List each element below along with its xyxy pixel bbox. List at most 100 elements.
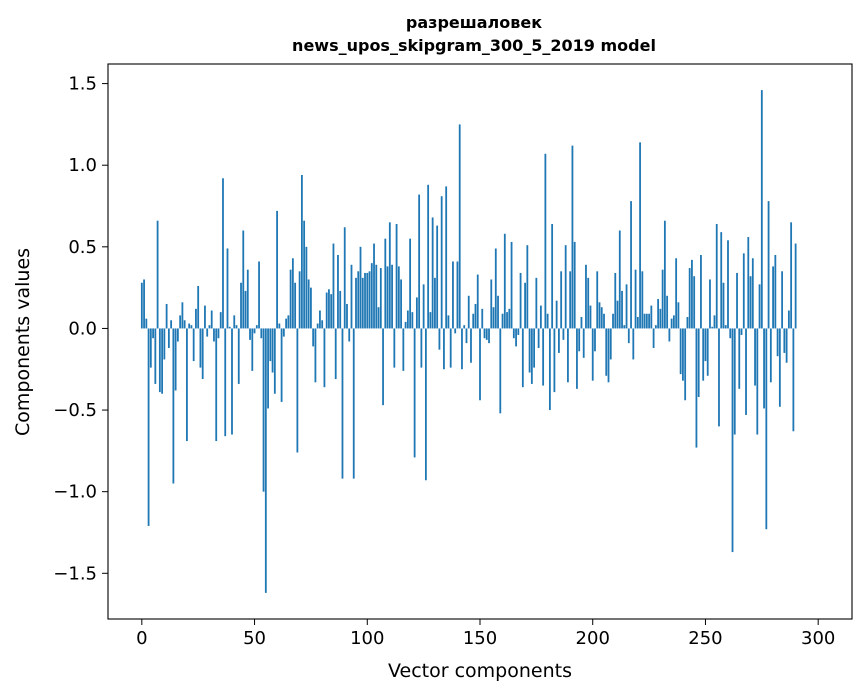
bar-29 (206, 328, 209, 337)
bar-238 (677, 302, 680, 329)
bar-101 (368, 271, 371, 329)
bar-106 (379, 268, 382, 329)
bar-275 (760, 90, 763, 329)
bar-149 (476, 274, 479, 329)
bar-284 (781, 271, 784, 329)
bar-187 (562, 328, 565, 340)
bar-259 (724, 325, 727, 329)
bar-86 (334, 328, 337, 380)
x-tick-label: 250 (688, 628, 722, 649)
bar-77 (314, 328, 317, 383)
bar-205 (603, 313, 605, 329)
bar-157 (494, 248, 497, 329)
bar-236 (672, 315, 675, 329)
bar-126 (424, 328, 427, 481)
bar-271 (751, 258, 754, 329)
bar-202 (596, 271, 599, 329)
bar-196 (582, 328, 585, 358)
bar-137 (449, 328, 452, 368)
bar-120 (411, 312, 414, 329)
bar-122 (415, 297, 418, 329)
bar-0 (140, 282, 143, 329)
bar-258 (722, 282, 725, 329)
bar-227 (652, 328, 655, 349)
bar-12 (167, 328, 170, 349)
bar-66 (289, 269, 292, 329)
bar-243 (688, 268, 691, 329)
bar-21 (188, 323, 191, 329)
bar-240 (682, 328, 684, 381)
bar-163 (508, 308, 511, 329)
bar-175 (535, 277, 538, 329)
bar-198 (587, 277, 590, 329)
bar-225 (648, 313, 650, 329)
bar-144 (465, 328, 468, 344)
bar-57 (269, 328, 272, 362)
bar-272 (754, 328, 756, 386)
bar-278 (767, 201, 770, 329)
bar-127 (427, 184, 430, 329)
bar-65 (287, 315, 290, 329)
bar-75 (310, 287, 312, 329)
bar-8 (158, 328, 161, 393)
bar-250 (704, 328, 707, 362)
bar-263 (733, 328, 736, 435)
bar-42 (235, 325, 238, 329)
bar-207 (607, 328, 610, 383)
bar-180 (546, 313, 549, 329)
bar-200 (591, 328, 594, 381)
bar-181 (548, 328, 551, 411)
bar-103 (373, 243, 375, 329)
bar-5 (152, 328, 154, 339)
bar-231 (661, 269, 664, 329)
bar-197 (585, 264, 587, 329)
bar-172 (528, 328, 531, 373)
bar-166 (515, 328, 517, 347)
bar-20 (186, 328, 188, 442)
bars-group (140, 90, 797, 593)
bar-184 (555, 300, 558, 329)
bar-279 (769, 328, 772, 383)
plot-frame (107, 63, 853, 620)
bar-48 (249, 328, 251, 340)
bar-174 (533, 328, 536, 368)
bar-164 (510, 241, 513, 329)
bar-233 (666, 295, 669, 329)
bar-116 (402, 328, 405, 371)
bar-268 (745, 328, 747, 415)
x-tick-label: 150 (463, 628, 497, 649)
bar-234 (668, 328, 671, 342)
x-tick-label: 300 (801, 628, 835, 649)
bar-100 (366, 272, 369, 329)
bar-140 (456, 261, 459, 329)
bar-216 (627, 328, 630, 344)
bar-274 (758, 284, 761, 329)
bar-90 (343, 227, 346, 329)
bar-3 (147, 328, 150, 526)
y-tick-label: 1.5 (68, 74, 97, 95)
bar-37 (224, 328, 227, 437)
bar-64 (285, 318, 288, 329)
bar-79 (319, 310, 321, 329)
bar-80 (321, 320, 324, 329)
bar-255 (715, 223, 718, 329)
bar-219 (634, 269, 637, 329)
bar-46 (244, 290, 247, 329)
bar-71 (300, 175, 303, 329)
bar-132 (438, 328, 441, 350)
bar-7 (156, 220, 159, 329)
bar-173 (530, 328, 533, 384)
bar-102 (370, 263, 373, 329)
bar-239 (679, 328, 682, 375)
bar-213 (621, 290, 623, 329)
x-tick-label: 50 (243, 628, 266, 649)
bar-13 (170, 320, 173, 329)
bar-30 (208, 325, 211, 329)
bar-112 (393, 328, 396, 368)
bar-15 (174, 328, 177, 391)
bar-147 (472, 313, 475, 329)
bar-160 (501, 313, 504, 329)
x-axis-ticks: 0 50 100 150 200 250 300 (136, 619, 835, 649)
bar-124 (420, 328, 423, 368)
